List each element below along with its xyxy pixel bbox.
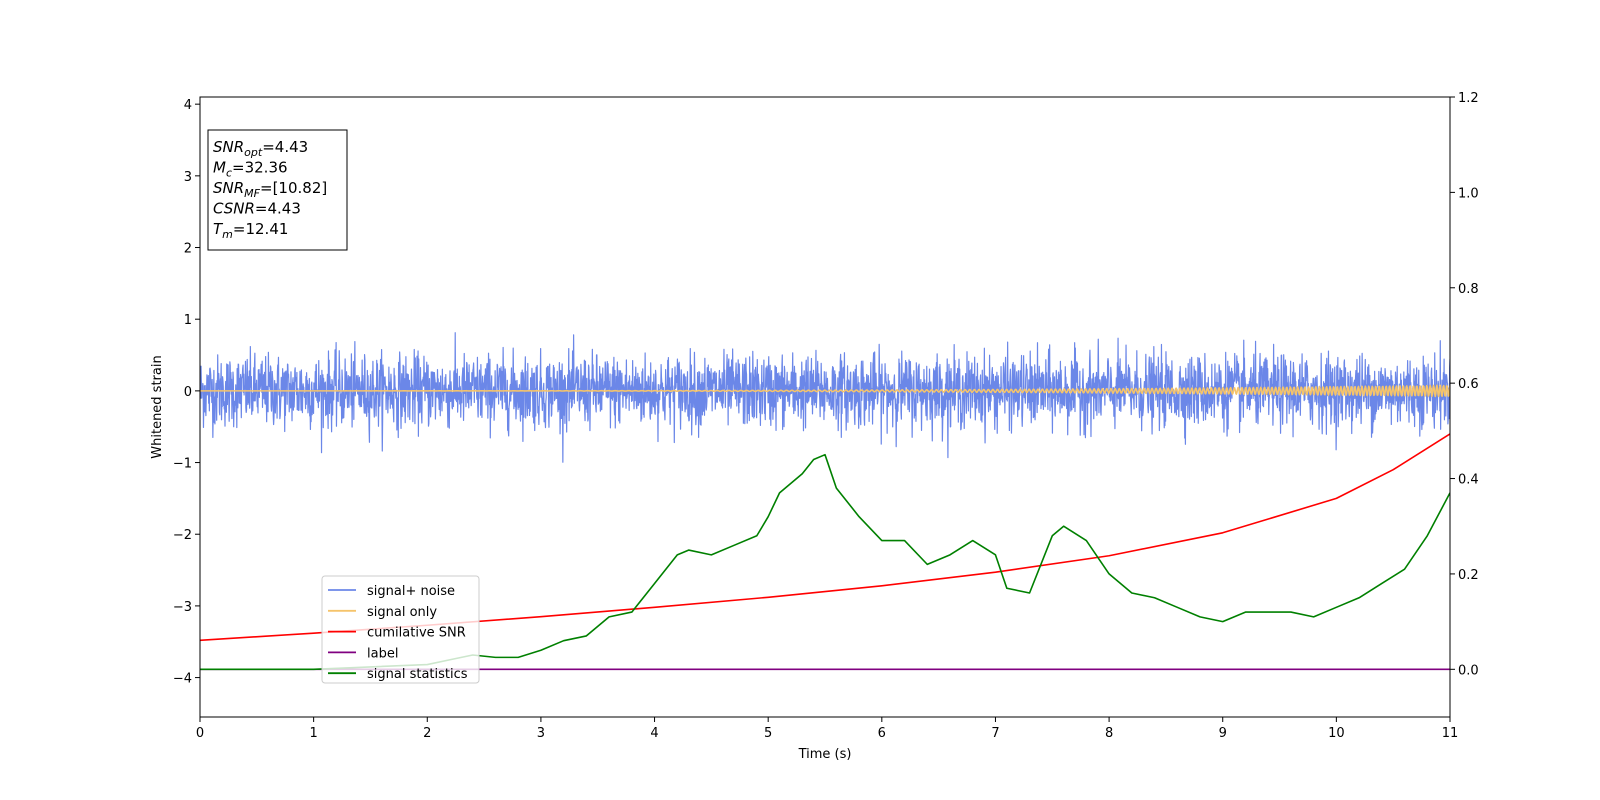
y-left-tick-label: 2 [184, 242, 192, 257]
y-left-tick-label: −4 [173, 672, 192, 687]
x-tick-label: 10 [1328, 726, 1345, 741]
legend-label: label [367, 646, 398, 661]
y-left-tick-label: 3 [184, 170, 192, 185]
y-axis-title: Whitened strain [150, 355, 165, 458]
y-right-tick-label: 0.6 [1458, 377, 1479, 392]
x-tick-label: 9 [1219, 726, 1227, 741]
x-tick-label: 7 [991, 726, 999, 741]
y-left-tick-label: 0 [184, 385, 192, 400]
legend-label: cumilative SNR [367, 626, 466, 641]
info-box: SNRopt=4.43Mc=32.36SNRMF=[10.82]CSNR=4.4… [207, 129, 348, 251]
series-line-signal-statistics [200, 453, 1450, 671]
x-tick-label: 2 [423, 726, 431, 741]
plot-area-frame [199, 96, 1451, 718]
x-tick-label: 8 [1105, 726, 1113, 741]
x-tick-label: 5 [764, 726, 772, 741]
legend-label: signal+ noise [367, 584, 455, 599]
legend-label: signal only [367, 605, 437, 620]
y-left-tick-label: −1 [173, 457, 192, 472]
info-box-line: CSNR=4.43 [213, 200, 301, 218]
y-right-tick-label: 0.2 [1458, 568, 1479, 583]
y-right-tick-label: 0.8 [1458, 282, 1479, 297]
x-tick-label: 0 [196, 726, 204, 741]
y-axis-right: 0.0 0.2 0.4 0.6 0.8 1.0 1.2 [1450, 91, 1479, 678]
y-left-tick-label: −2 [173, 528, 192, 543]
y-axis-left: −4 −3 −2 −1 0 1 2 3 4 [173, 98, 200, 687]
x-tick-label: 4 [650, 726, 658, 741]
y-right-tick-label: 0.0 [1458, 663, 1479, 678]
x-tick-label: 3 [537, 726, 545, 741]
x-tick-label: 1 [309, 726, 317, 741]
y-right-tick-label: 1.2 [1458, 91, 1479, 106]
info-box-frame [207, 129, 348, 251]
x-axis-title: Time (s) [798, 747, 852, 762]
legend: signal+ noise signal only cumilative SNR la… [321, 575, 480, 684]
y-right-tick-label: 0.4 [1458, 473, 1479, 488]
x-tick-label: 6 [878, 726, 886, 741]
info-box-line: Mc=32.36 [213, 159, 288, 180]
y-left-tick-label: 4 [184, 98, 192, 113]
info-box-line: SNRopt=4.43 [213, 138, 308, 159]
legend-label: signal statistics [367, 667, 468, 682]
series-line-signal-only [200, 384, 1450, 398]
series-line-signal-noise [200, 332, 1450, 463]
legend-frame [321, 575, 480, 684]
info-box-line: Tm=12.41 [213, 220, 288, 241]
x-axis: 0 1 2 3 4 5 6 7 8 9 10 11 [196, 717, 1458, 741]
info-box-line: SNRMF=[10.82] [213, 179, 327, 200]
x-tick-label: 11 [1442, 726, 1459, 741]
y-left-tick-label: −3 [173, 600, 192, 615]
y-right-tick-label: 1.0 [1458, 186, 1479, 201]
y-left-tick-label: 1 [184, 313, 192, 328]
